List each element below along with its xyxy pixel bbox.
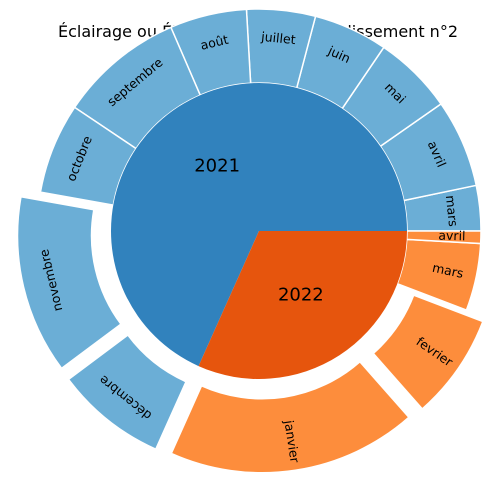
outer-slice-2021-decembre [67, 334, 188, 451]
inner-slice-2021 [110, 83, 407, 367]
outer-slice-2021-novembre [16, 195, 122, 370]
inner-slice-2022 [198, 231, 407, 379]
inner-label-2022: 2022 [278, 285, 324, 306]
outer-slice-2022-janvier [170, 360, 410, 474]
outer-label-2021-mars: mars [443, 194, 461, 227]
outer-slice-2022-fevrier [372, 294, 484, 410]
outer-label-2022-janvier: janvier [281, 418, 303, 464]
outer-label-2022-mars: mars [431, 260, 465, 281]
inner-label-2021: 2021 [194, 155, 240, 176]
outer-label-2021-aout: août [199, 32, 230, 53]
outer-label-2021-juillet: juillet [260, 29, 297, 47]
outer-label-2022-avril: avril [438, 228, 466, 244]
